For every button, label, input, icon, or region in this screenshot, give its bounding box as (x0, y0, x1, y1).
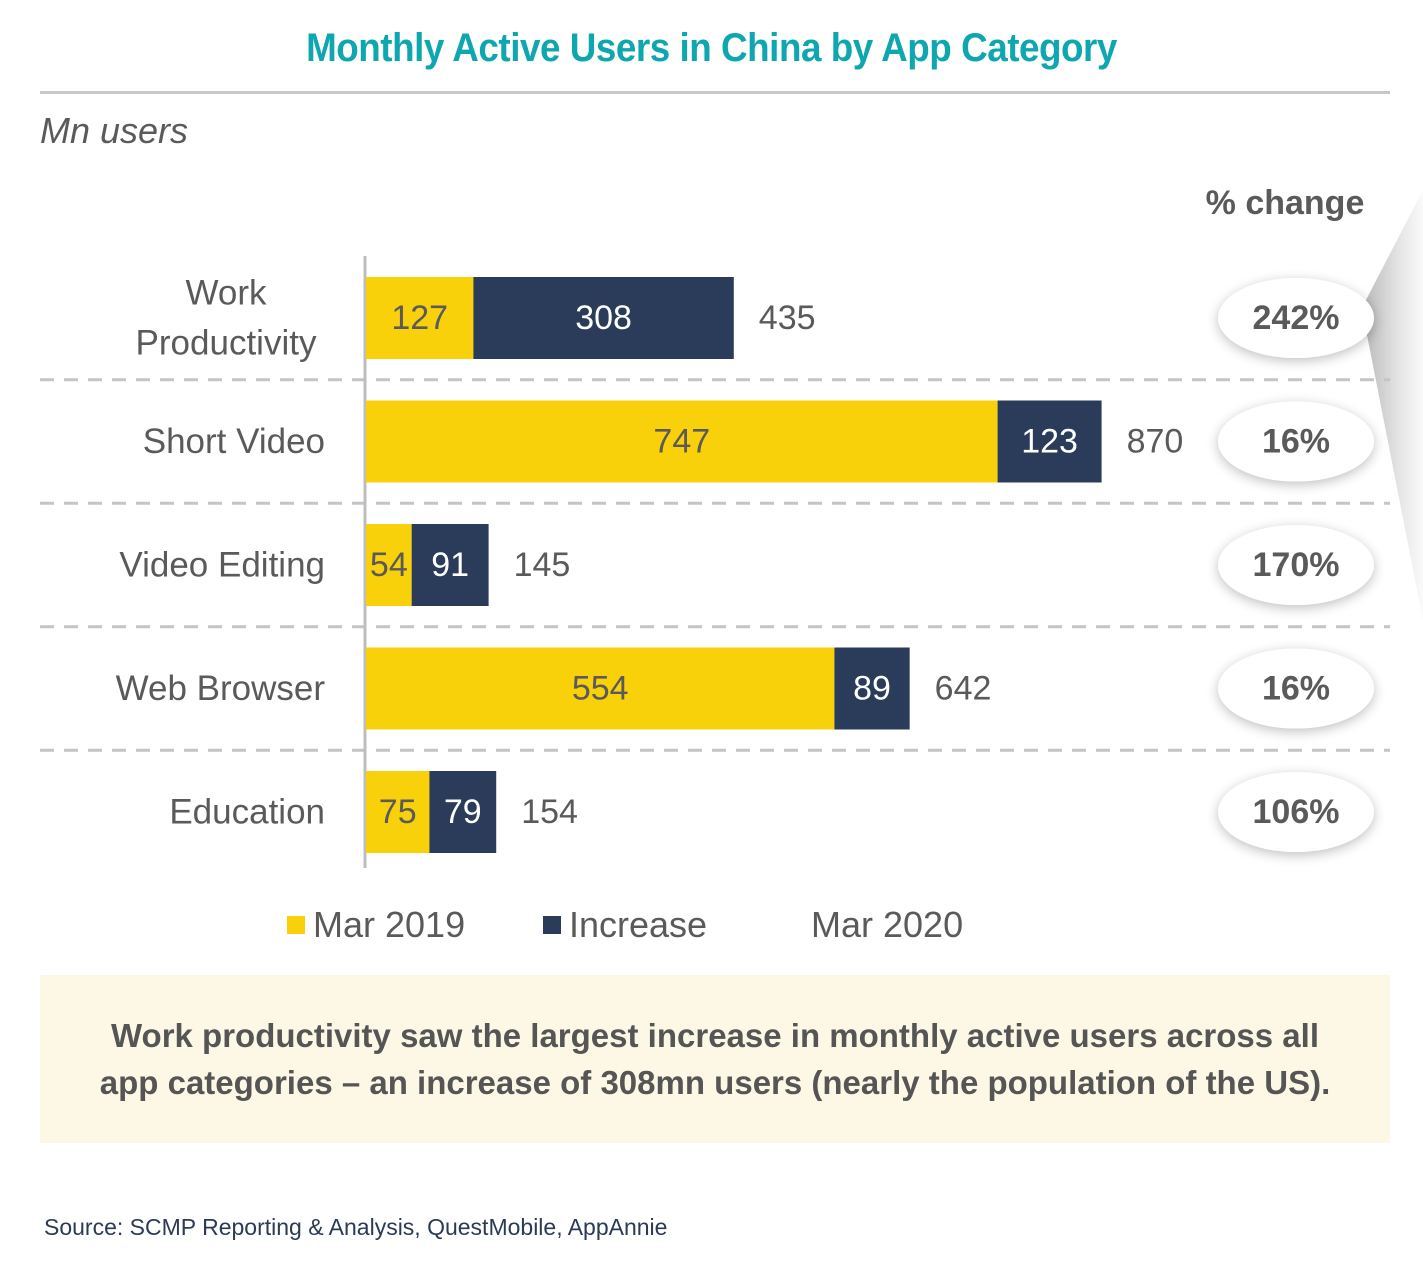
pct-change-header: % change (1205, 184, 1365, 222)
callout-text: Work productivity saw the largest increa… (40, 1012, 1390, 1106)
funnel-shape (1366, 190, 1423, 620)
pct-change-label: 106% (1253, 793, 1340, 831)
bar-increase (834, 647, 910, 730)
pct-change-pill (1218, 401, 1374, 482)
pct-change-label: 242% (1253, 299, 1340, 337)
bar-mar2019 (366, 400, 998, 483)
bar-label-increase: 89 (853, 670, 891, 708)
bar-label-increase: 91 (431, 546, 469, 584)
category-label: Work (185, 274, 267, 313)
bar-label-increase: 308 (575, 299, 632, 337)
callout-line-1: Work productivity saw the largest increa… (110, 1017, 1319, 1054)
bar-mar2019 (366, 647, 835, 730)
pct-change-label: 16% (1262, 670, 1330, 708)
category-label: Video Editing (119, 546, 325, 585)
category-label: Web Browser (116, 669, 326, 708)
category-label: Education (169, 793, 325, 832)
bar-increase (997, 400, 1102, 483)
bar-increase (429, 771, 497, 853)
chart-title: Monthly Active Users in China by App Cat… (306, 26, 1117, 70)
pct-change-pill (1218, 278, 1374, 358)
callout-line-2: app categories – an increase of 308mn us… (99, 1064, 1331, 1101)
total-label: 642 (935, 670, 992, 708)
category-label: Productivity (136, 324, 317, 363)
legend-item-mar2019: Mar 2019 (287, 903, 465, 947)
bar-mar2019 (366, 524, 412, 606)
unit-label: Mn users (40, 110, 189, 151)
pct-change-label: 170% (1253, 546, 1340, 584)
bar-label-mar2019: 75 (379, 793, 417, 831)
category-label: Short Video (143, 422, 325, 461)
bar-mar2019 (366, 277, 474, 359)
legend-swatch-increase (543, 916, 561, 934)
bar-label-mar2019: 747 (653, 423, 710, 461)
legend-label-mar2020: Mar 2020 (811, 904, 964, 945)
pct-change-pill (1218, 525, 1374, 605)
bar-increase (473, 277, 734, 359)
pct-change-pill (1218, 648, 1374, 729)
total-label: 145 (514, 546, 571, 584)
callout-box (40, 975, 1390, 1143)
total-label: 154 (521, 793, 578, 831)
bar-mar2019 (366, 771, 430, 853)
bar-label-mar2019: 54 (370, 546, 408, 584)
bar-label-mar2019: 127 (391, 299, 448, 337)
legend-swatch-mar2019 (287, 916, 305, 934)
bar-label-increase: 123 (1021, 423, 1078, 461)
legend-item-increase: Increase (543, 903, 707, 947)
bar-label-increase: 79 (444, 793, 482, 831)
legend-label-increase: Increase (569, 904, 708, 945)
total-label: 435 (759, 299, 816, 337)
legend-label-mar2019: Mar 2019 (313, 904, 466, 945)
source-note: Source: SCMP Reporting & Analysis, Quest… (44, 1214, 668, 1240)
title-divider (40, 91, 1390, 94)
pct-change-pill (1218, 772, 1374, 852)
pct-change-label: 16% (1262, 423, 1330, 461)
total-label: 870 (1127, 423, 1184, 461)
legend-item-mar2020: Mar 2020 (811, 903, 963, 947)
bar-label-mar2019: 554 (572, 670, 629, 708)
bar-increase (411, 524, 489, 606)
